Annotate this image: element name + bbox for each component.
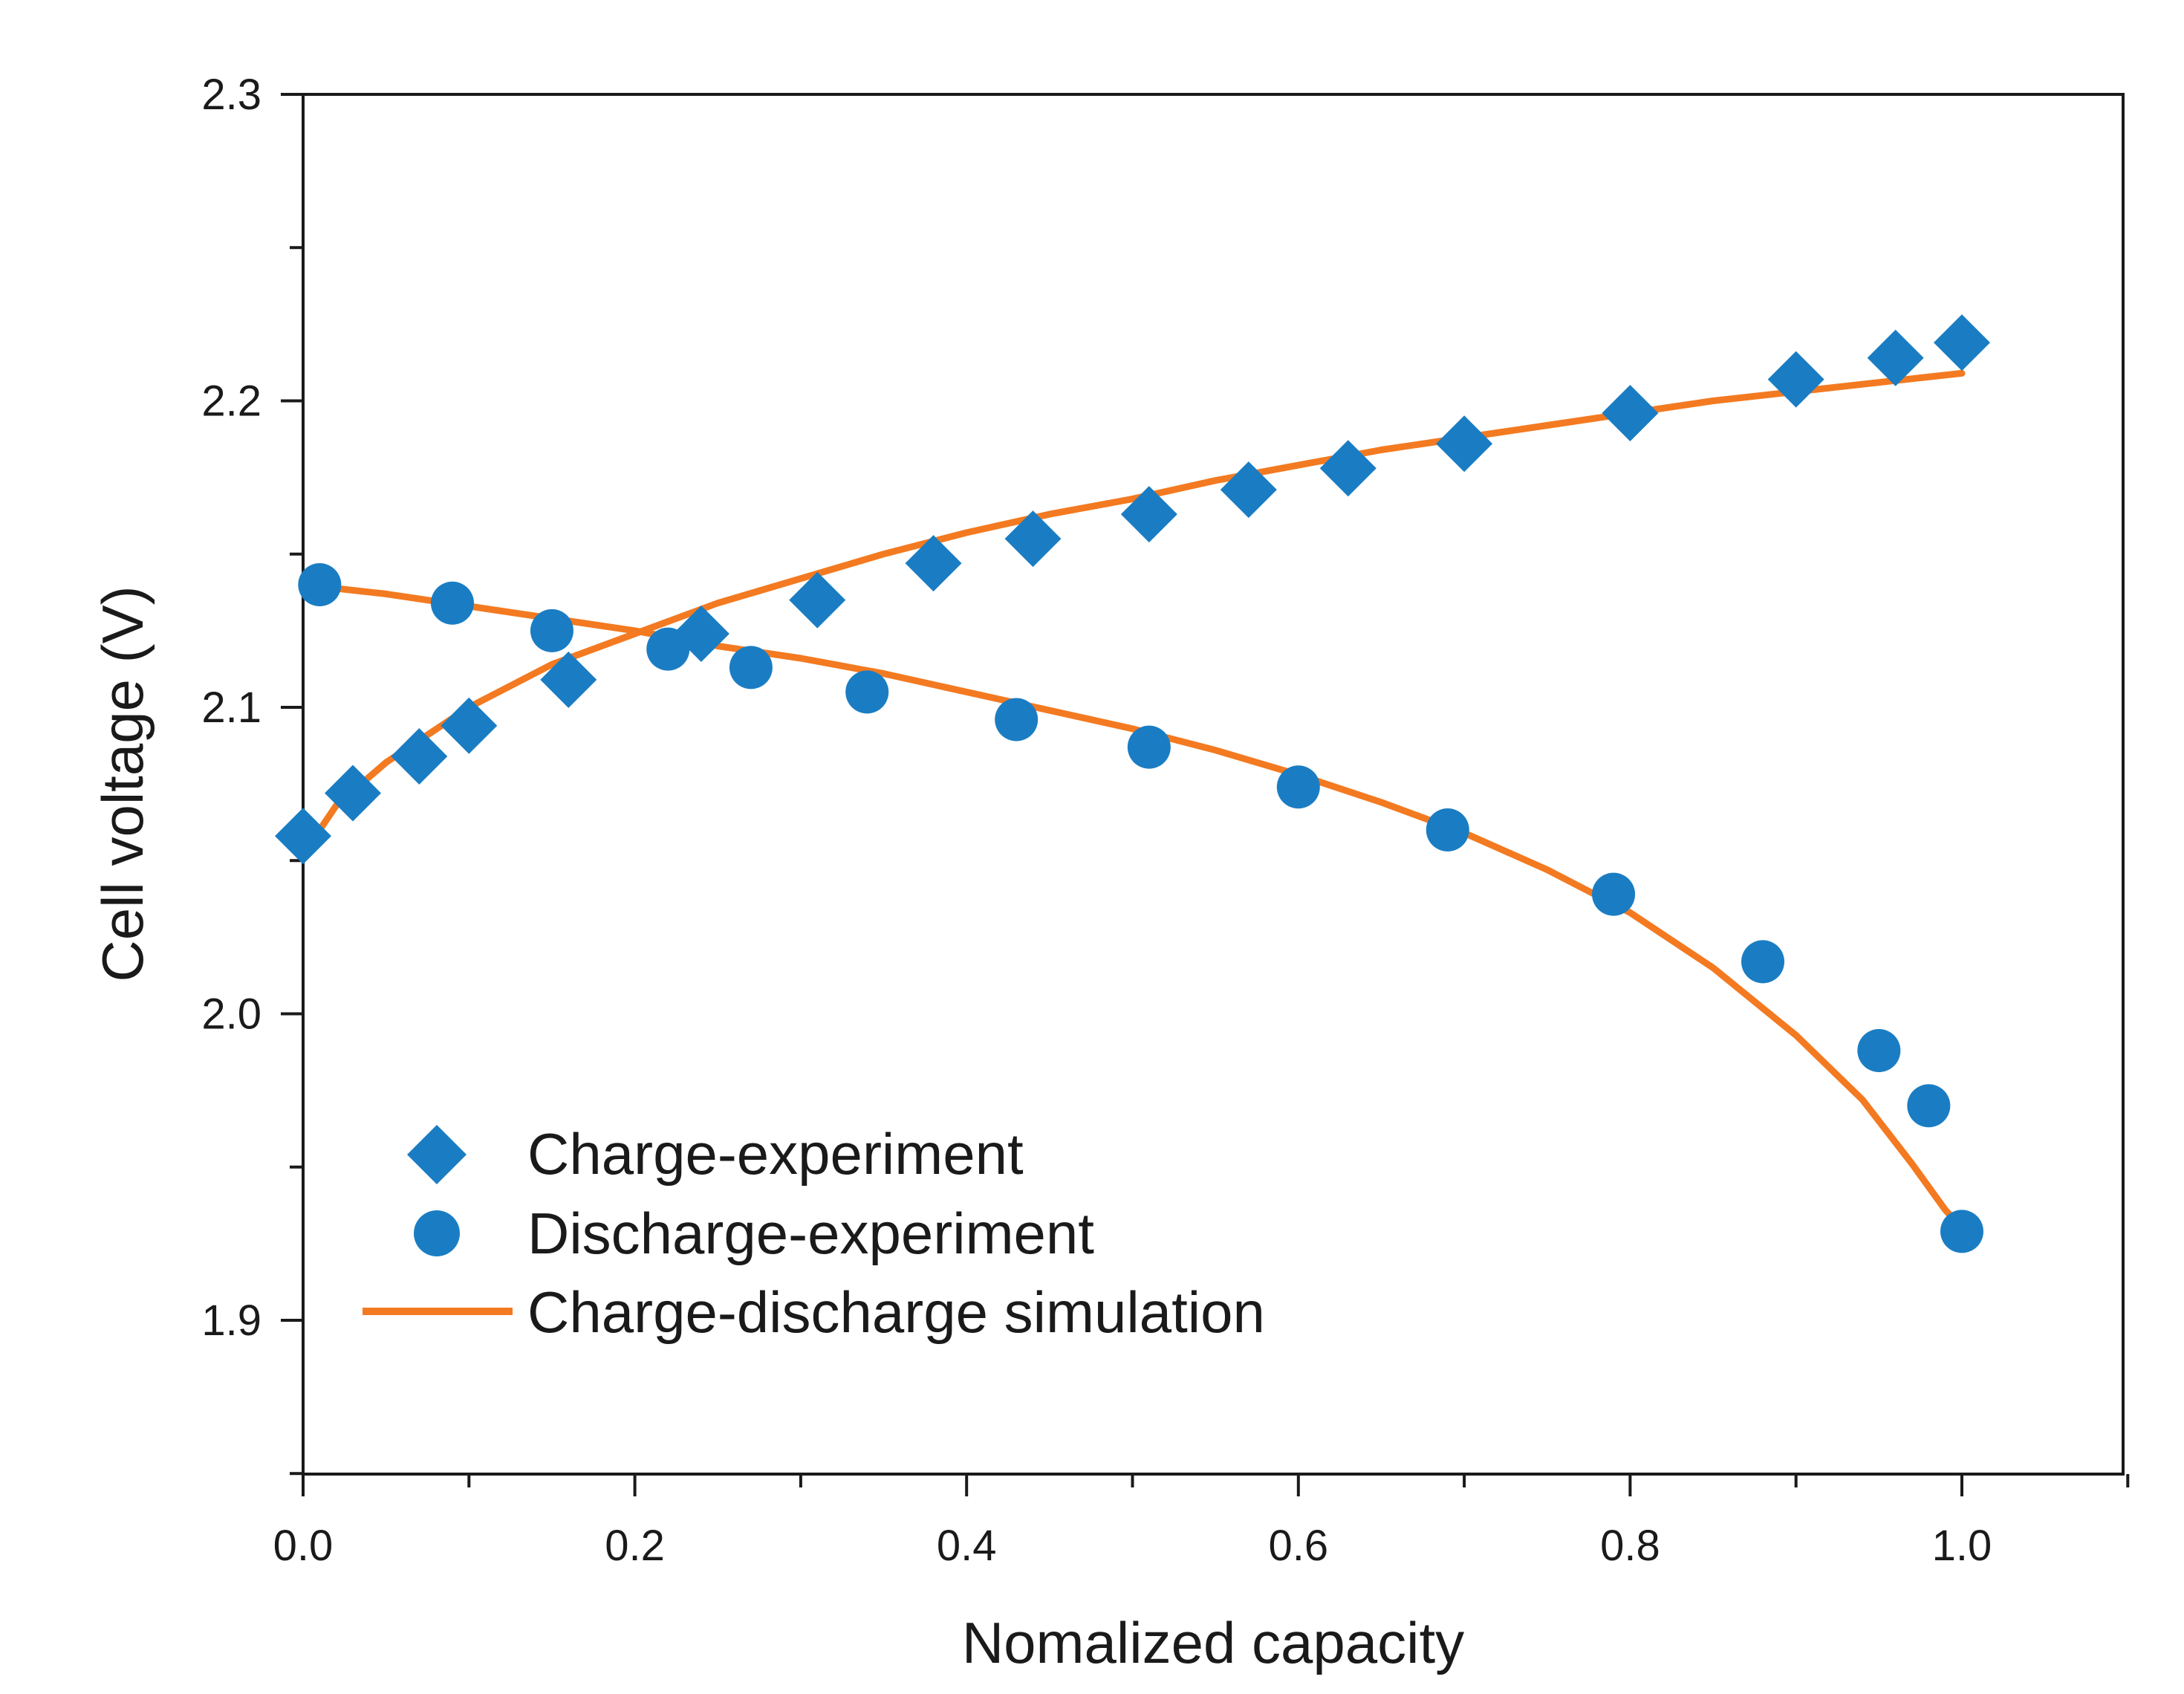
x-axis-title: Nomalized capacity bbox=[962, 1610, 1464, 1675]
charge-data-point bbox=[1934, 314, 1990, 371]
charge-data-point bbox=[275, 808, 331, 865]
y-tick-label: 2.2 bbox=[201, 377, 261, 426]
x-tick-label: 1.0 bbox=[1932, 1522, 1992, 1570]
y-tick-label: 2.0 bbox=[201, 990, 261, 1039]
charge-data-point bbox=[905, 535, 962, 592]
charge-data-point bbox=[441, 697, 498, 754]
legend-label-charge-experiment: Charge-experiment bbox=[527, 1121, 1024, 1187]
charge-data-point bbox=[1436, 415, 1493, 473]
discharge-data-point bbox=[1741, 940, 1785, 984]
charge-data-point bbox=[1120, 486, 1177, 543]
legend-label-discharge-experiment: Discharge-experiment bbox=[527, 1201, 1094, 1266]
discharge-data-point bbox=[1426, 808, 1469, 851]
axis-tick-labels: 0.0 0.2 0.4 0.6 0.8 1.0 1.9 2.0 2.1 2.2 2.3 bbox=[201, 71, 1992, 1570]
y-tick-label: 2.3 bbox=[201, 71, 261, 119]
discharge-data-point bbox=[1592, 872, 1636, 916]
charge-data-point bbox=[540, 651, 597, 708]
charge-data-point bbox=[324, 765, 381, 822]
discharge-data-point bbox=[1127, 725, 1171, 769]
discharge-data-point bbox=[995, 698, 1039, 741]
y-axis-title: Cell voltage (V) bbox=[90, 585, 155, 981]
x-tick-label: 0.2 bbox=[605, 1522, 665, 1570]
discharge-data-point bbox=[530, 609, 573, 652]
x-tick-label: 0.4 bbox=[937, 1522, 997, 1570]
legend-label-simulation: Charge-discharge simulation bbox=[527, 1279, 1265, 1345]
marker-layer bbox=[275, 314, 1990, 1253]
discharge-data-point bbox=[1276, 765, 1320, 809]
x-tick-label: 0.8 bbox=[1600, 1522, 1660, 1570]
discharge-data-point bbox=[845, 670, 889, 714]
legend: Charge-experiment Discharge-experiment C… bbox=[363, 1121, 1265, 1345]
discharge-data-point bbox=[729, 646, 773, 689]
charge-data-point bbox=[1220, 461, 1277, 519]
legend-circle-marker bbox=[414, 1210, 460, 1256]
discharge-data-point bbox=[1857, 1029, 1901, 1072]
charge-data-point bbox=[1004, 510, 1062, 568]
legend-diamond-marker bbox=[407, 1125, 467, 1184]
y-tick-label: 2.1 bbox=[201, 684, 261, 732]
plot-frame bbox=[302, 93, 2125, 1476]
charge-data-point bbox=[391, 728, 448, 785]
charge-data-point bbox=[1602, 385, 1659, 441]
charge-data-point bbox=[1767, 351, 1824, 408]
discharge-data-point bbox=[1940, 1210, 1983, 1253]
x-tick-label: 0.6 bbox=[1268, 1522, 1328, 1570]
charge-data-point bbox=[1319, 440, 1377, 497]
charge-data-point bbox=[789, 571, 846, 629]
simulation-discharge-line bbox=[303, 581, 1966, 1232]
x-tick-label: 0.0 bbox=[273, 1522, 334, 1570]
discharge-data-point bbox=[1907, 1084, 1951, 1128]
discharge-data-point bbox=[430, 581, 474, 625]
simulation-layer bbox=[303, 369, 1966, 1232]
simulation-charge-line bbox=[303, 369, 1966, 858]
charge-data-point bbox=[1867, 329, 1924, 386]
discharge-data-point bbox=[298, 563, 342, 606]
discharge-data-point bbox=[646, 627, 690, 671]
y-tick-label: 1.9 bbox=[201, 1297, 261, 1345]
